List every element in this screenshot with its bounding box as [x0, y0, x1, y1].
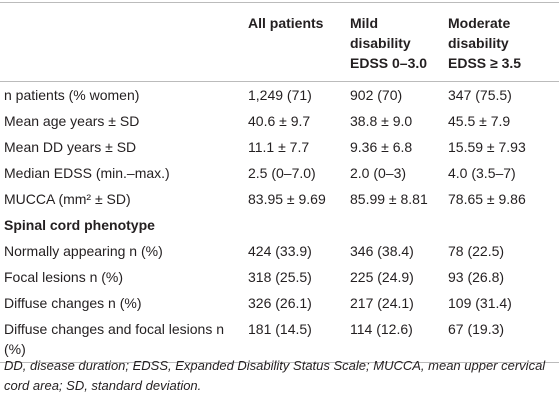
cell: 902 (70) [350, 87, 403, 103]
cell: 2.0 (0–3) [350, 165, 407, 181]
table: All patients Mild disability EDSS 0–3.0 Mod… [0, 2, 559, 363]
cell: Diffuse changes n (%) [4, 295, 142, 311]
row: Focal lesions n (%) 318 (25.5) 225 (24.9) 9… [0, 264, 559, 290]
header-row: All patients Mild disability EDSS 0–3.0 Mod… [0, 2, 559, 82]
header-line: EDSS ≥ 3.5 [448, 55, 522, 71]
cell: Mean DD years ± SD [4, 139, 137, 155]
cell: 114 (12.6) [350, 321, 413, 337]
cell: 2.5 (0–7.0) [248, 165, 316, 181]
cell: 78 (22.5) [448, 243, 505, 259]
row: Median EDSS (min.–max.) 2.5 (0–7.0) 2.0 (0… [0, 160, 559, 186]
footnote: DD, disease duration; EDSS, Expanded Dis… [4, 358, 546, 393]
cell: 181 (14.5) [248, 321, 312, 337]
cell: Normally appearing n (%) [4, 243, 163, 259]
row: Diffuse changes and focal lesions n (%) 1… [0, 316, 559, 363]
cell: Mean age years ± SD [4, 113, 140, 129]
row: Mean DD years ± SD 11.1 ± 7.7 9.36 ± 6.8 15… [0, 134, 559, 160]
cell: 346 (38.4) [350, 243, 414, 259]
cell: 424 (33.9) [248, 243, 312, 259]
cell: 85.99 ± 8.81 [350, 191, 428, 207]
cell: 347 (75.5) [448, 87, 512, 103]
cell: 83.95 ± 9.69 [248, 191, 326, 207]
cell: MUCCA (mm² ± SD) [4, 191, 131, 207]
header-line: Moderate disability [448, 15, 511, 51]
header-cell: All patients [244, 3, 346, 82]
section-row: Spinal cord phenotype [0, 212, 559, 238]
row: MUCCA (mm² ± SD) 83.95 ± 9.69 85.99 ± 8.81… [0, 186, 559, 212]
cell: Median EDSS (min.–max.) [4, 165, 170, 181]
header-line: All patients [248, 15, 324, 31]
row: Diffuse changes n (%) 326 (26.1) 217 (24.1… [0, 290, 559, 316]
cell: 11.1 ± 7.7 [248, 139, 310, 155]
header-cell [0, 3, 244, 82]
row: n patients (% women) 1,249 (71) 902 (70) 34… [0, 82, 559, 109]
cell: 40.6 ± 9.7 [248, 113, 311, 129]
cell: 109 (31.4) [448, 295, 512, 311]
header-line: Mild disability [350, 15, 411, 51]
section-label: Spinal cord phenotype [4, 217, 155, 233]
cell: 318 (25.5) [248, 269, 312, 285]
row: Normally appearing n (%) 424 (33.9) 346 (3… [0, 238, 559, 264]
cell: 4.0 (3.5–7) [448, 165, 516, 181]
cell: n patients (% women) [4, 87, 140, 103]
cell: 78.65 ± 9.86 [448, 191, 526, 207]
cell: 67 (19.3) [448, 321, 505, 337]
cell: 225 (24.9) [350, 269, 414, 285]
cell: 38.8 ± 9.0 [350, 113, 413, 129]
cell: Focal lesions n (%) [4, 269, 124, 285]
cell: 45.5 ± 7.9 [448, 113, 511, 129]
cell: 217 (24.1) [350, 295, 414, 311]
cell: 93 (26.8) [448, 269, 505, 285]
cell: 15.59 ± 7.93 [448, 139, 526, 155]
row: Mean age years ± SD 40.6 ± 9.7 38.8 ± 9.0 4… [0, 108, 559, 134]
cell: 1,249 (71) [248, 87, 312, 103]
cell: 9.36 ± 6.8 [350, 139, 413, 155]
header-cell: Moderate disability EDSS ≥ 3.5 [444, 3, 559, 82]
header-line: EDSS 0–3.0 [350, 55, 428, 71]
table-body: n patients (% women) 1,249 (71) 902 (70) 34… [0, 82, 559, 363]
header-cell: Mild disability EDSS 0–3.0 [346, 3, 444, 82]
cell: 326 (26.1) [248, 295, 312, 311]
cell: Diffuse changes and focal lesions n (%) [4, 321, 224, 357]
